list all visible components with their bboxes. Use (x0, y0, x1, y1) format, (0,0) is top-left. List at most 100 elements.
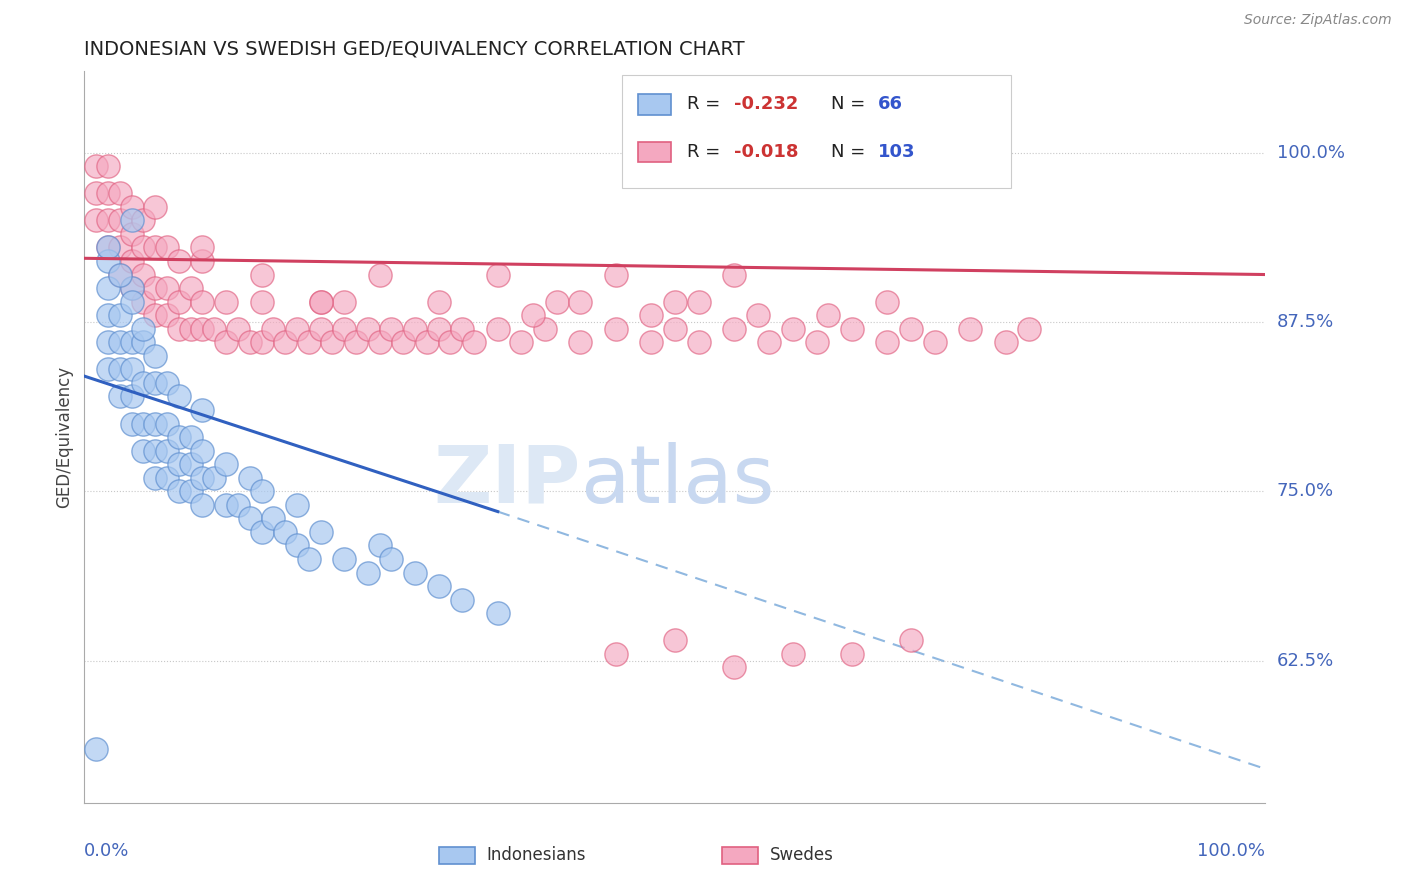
Point (876, 294, 898, 309)
Point (368, 335, 391, 350)
Text: 66: 66 (877, 95, 903, 113)
Text: N =: N = (831, 143, 870, 161)
Point (534, 322, 557, 336)
Point (380, 552, 402, 566)
Text: ZIP: ZIP (433, 442, 581, 520)
Point (959, 322, 981, 336)
Point (156, 471, 179, 485)
Point (321, 335, 343, 350)
Point (368, 268, 391, 282)
Text: R =: R = (686, 143, 725, 161)
Point (97, 281, 120, 295)
Point (156, 443, 179, 458)
Point (309, 322, 332, 336)
Point (1018, 322, 1040, 336)
Point (121, 200, 143, 214)
Point (817, 308, 839, 322)
Point (84, 741, 107, 756)
Point (994, 335, 1017, 350)
Point (121, 417, 143, 431)
Point (486, 606, 509, 620)
Point (97, 213, 120, 227)
Point (392, 335, 415, 350)
Point (132, 294, 155, 309)
Point (806, 335, 828, 350)
Point (167, 389, 190, 403)
Point (226, 322, 249, 336)
Point (121, 213, 143, 227)
Point (664, 322, 686, 336)
Point (202, 471, 225, 485)
Point (215, 457, 238, 471)
Point (191, 294, 214, 309)
Point (121, 335, 143, 350)
Point (640, 335, 662, 350)
Point (143, 200, 166, 214)
Point (132, 443, 155, 458)
Point (180, 322, 202, 336)
Point (143, 281, 166, 295)
Point (344, 335, 367, 350)
Point (108, 213, 131, 227)
Point (191, 322, 214, 336)
Point (167, 484, 190, 499)
Text: 62.5%: 62.5% (1277, 651, 1334, 670)
Point (121, 294, 143, 309)
Point (309, 294, 332, 309)
Point (782, 322, 804, 336)
Point (84, 186, 107, 201)
Point (215, 498, 238, 512)
Point (121, 281, 143, 295)
Point (97, 254, 120, 268)
Point (132, 417, 155, 431)
Point (167, 254, 190, 268)
Point (664, 294, 686, 309)
Point (202, 322, 225, 336)
Point (156, 376, 179, 390)
Point (239, 335, 262, 350)
Point (510, 335, 533, 350)
Point (451, 322, 474, 336)
Point (486, 322, 509, 336)
Text: -0.018: -0.018 (734, 143, 799, 161)
Point (191, 498, 214, 512)
Point (876, 335, 898, 350)
Point (569, 294, 592, 309)
Point (463, 335, 485, 350)
Point (522, 308, 544, 322)
Point (239, 511, 262, 525)
Point (758, 335, 780, 350)
Point (132, 335, 155, 350)
Y-axis label: GED/Equivalency: GED/Equivalency (55, 366, 73, 508)
Point (262, 511, 284, 525)
Point (274, 335, 297, 350)
Point (132, 376, 155, 390)
Point (250, 268, 273, 282)
Point (309, 294, 332, 309)
Point (357, 566, 380, 580)
Point (427, 294, 450, 309)
Text: Indonesians: Indonesians (486, 847, 586, 864)
Point (416, 335, 439, 350)
Point (97, 240, 120, 254)
Point (156, 308, 179, 322)
FancyBboxPatch shape (638, 94, 671, 114)
Point (121, 389, 143, 403)
Text: R =: R = (686, 95, 725, 113)
Point (309, 524, 332, 539)
Point (333, 552, 356, 566)
Point (108, 268, 131, 282)
Point (723, 322, 745, 336)
Point (451, 592, 474, 607)
Point (298, 552, 321, 566)
Text: INDONESIAN VS SWEDISH GED/EQUIVALENCY CORRELATION CHART: INDONESIAN VS SWEDISH GED/EQUIVALENCY CO… (84, 39, 745, 59)
Point (121, 227, 143, 241)
Point (285, 538, 308, 552)
Point (167, 430, 190, 444)
Text: Swedes: Swedes (770, 847, 834, 864)
Point (900, 633, 922, 648)
Point (191, 443, 214, 458)
Text: 87.5%: 87.5% (1277, 313, 1334, 331)
FancyBboxPatch shape (723, 847, 758, 863)
Point (143, 443, 166, 458)
